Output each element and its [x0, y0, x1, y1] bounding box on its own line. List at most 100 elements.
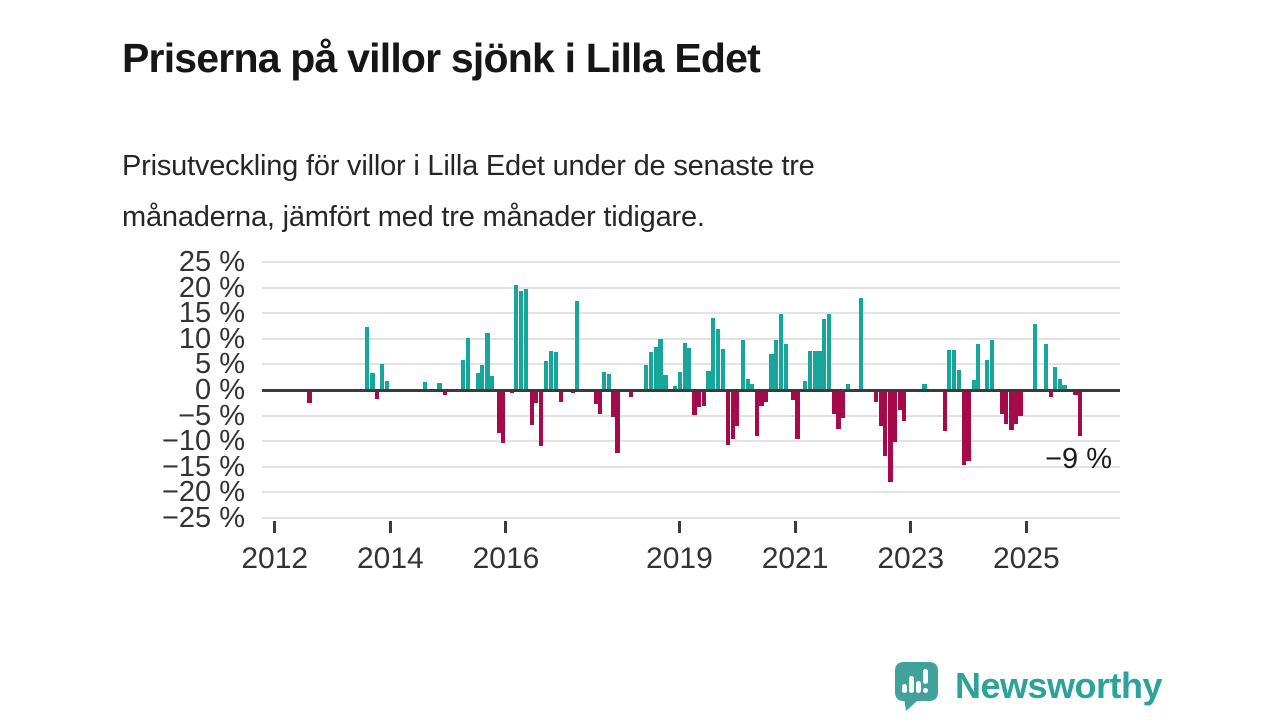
data-bar	[518, 291, 524, 390]
x-tick	[388, 521, 392, 533]
data-bar	[1078, 390, 1083, 437]
data-bar	[677, 372, 683, 390]
data-bar	[701, 390, 706, 407]
data-bar	[720, 349, 725, 390]
data-bar	[750, 384, 755, 390]
data-bar	[570, 390, 576, 394]
data-bar	[653, 346, 658, 390]
data-bar	[692, 390, 697, 416]
data-bar	[956, 370, 961, 390]
x-tick	[273, 521, 277, 533]
gridline	[262, 465, 1120, 468]
data-bar	[606, 373, 612, 390]
gridline	[262, 517, 1120, 519]
newsworthy-logo: Newsworthy	[893, 658, 1163, 714]
data-bar	[754, 390, 760, 436]
data-bar	[984, 359, 990, 390]
data-bar	[812, 350, 817, 390]
data-bar	[783, 344, 789, 390]
gridline	[262, 414, 1120, 417]
data-bar	[509, 390, 514, 394]
data-bar	[778, 314, 783, 390]
subtitle-line-1: Prisutveckling för villor i Lilla Edet u…	[122, 150, 815, 182]
data-bar	[611, 390, 616, 418]
data-bar	[740, 340, 746, 390]
y-tick-label: 0 %	[195, 374, 245, 406]
data-bar	[1048, 390, 1053, 397]
data-bar	[496, 390, 502, 433]
data-bar	[735, 390, 740, 427]
x-tick-label: 2019	[646, 542, 713, 575]
data-bar	[706, 371, 711, 390]
data-bar	[716, 329, 721, 390]
x-tick	[909, 521, 913, 533]
data-bar	[795, 390, 800, 439]
page-title: Priserna på villor sjönk i Lilla Edet	[122, 35, 761, 82]
data-bar	[922, 384, 927, 390]
data-bar	[529, 390, 535, 425]
x-tick-label: 2012	[241, 542, 309, 575]
data-bar	[437, 382, 442, 390]
data-bar	[831, 390, 836, 415]
data-bar	[840, 390, 846, 418]
data-bar	[1073, 390, 1078, 395]
data-bar	[1053, 366, 1058, 390]
data-bar	[643, 364, 649, 390]
data-bar	[764, 390, 769, 402]
x-tick-label: 2021	[761, 542, 829, 575]
data-bar	[836, 390, 841, 429]
data-bar	[901, 390, 906, 422]
data-bar	[558, 390, 564, 402]
data-bar	[598, 390, 603, 414]
data-bar	[575, 300, 580, 390]
data-bar	[808, 350, 813, 390]
data-bar	[975, 344, 980, 390]
chart-subtitle: Prisutveckling för villor i Lilla Edet u…	[122, 141, 815, 243]
data-bar	[791, 390, 796, 401]
gridline	[262, 286, 1120, 289]
data-bar	[897, 390, 902, 410]
data-bar	[374, 390, 380, 399]
gridline	[262, 261, 1120, 263]
data-bar	[826, 314, 831, 390]
data-bar	[538, 390, 543, 446]
data-bar	[773, 339, 779, 390]
data-bar	[682, 342, 687, 390]
data-bar	[533, 390, 539, 403]
data-bar	[745, 379, 750, 390]
data-bar	[594, 390, 599, 405]
y-tick-label: 20 %	[178, 271, 245, 304]
data-bar	[989, 339, 994, 390]
data-bar	[480, 364, 485, 390]
data-bar	[817, 350, 822, 390]
data-bar	[649, 351, 654, 390]
data-bar	[500, 390, 506, 444]
data-bar	[883, 390, 888, 457]
data-bar	[942, 390, 947, 432]
data-bar	[873, 390, 879, 402]
data-bar	[687, 348, 692, 390]
gridline	[262, 440, 1120, 443]
data-bar	[379, 364, 384, 390]
y-tick-label: −10 %	[161, 425, 245, 458]
data-bar	[1032, 323, 1038, 390]
data-bar	[490, 376, 495, 390]
data-bar	[615, 390, 620, 454]
data-bar	[845, 384, 850, 390]
x-tick	[504, 521, 508, 533]
data-bar	[878, 390, 883, 426]
data-bar	[946, 350, 952, 390]
data-bar	[602, 371, 607, 390]
data-bar	[1043, 344, 1049, 390]
data-bar	[553, 351, 558, 390]
data-bar	[672, 386, 677, 390]
data-bar	[663, 375, 668, 390]
gridline	[262, 337, 1120, 340]
y-tick-label: −25 %	[161, 502, 245, 534]
data-bar	[999, 390, 1005, 415]
x-tick-label: 2014	[356, 542, 424, 575]
zero-line	[262, 388, 1120, 392]
y-tick-label: 5 %	[195, 348, 245, 381]
subtitle-line-2: månaderna, jämfört med tre månader tidig…	[122, 201, 705, 233]
